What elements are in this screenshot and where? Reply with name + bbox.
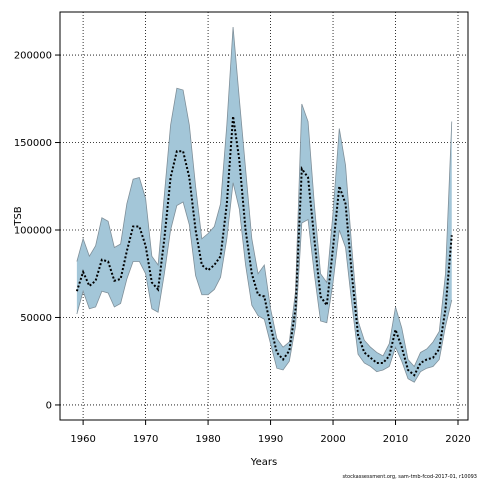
confidence-band (76, 27, 452, 383)
x-tick-label: 1990 (258, 434, 283, 445)
band-edge (76, 27, 453, 368)
x-tick-label: 2010 (383, 434, 408, 445)
band-edge (76, 182, 453, 383)
x-tick-label: 1970 (133, 434, 158, 445)
y-tick-label: 50000 (20, 313, 52, 324)
y-tick-label: 0 (46, 400, 52, 411)
y-tick-label: 150000 (14, 138, 52, 149)
y-tick-label: 100000 (14, 225, 52, 236)
series-line (75, 116, 453, 377)
x-axis-label: Years (250, 457, 277, 468)
y-axis-label: TSB (13, 206, 24, 226)
plot-frame (59, 11, 469, 421)
y-tick-label: 200000 (14, 51, 52, 62)
x-tick-label: 2020 (445, 434, 470, 445)
x-tick-label: 2000 (320, 434, 345, 445)
x-tick-label: 1980 (195, 434, 220, 445)
footer: stockassessment.org, sam-tmb-fcod-2017-0… (342, 474, 477, 480)
x-tick-label: 1960 (70, 434, 95, 445)
